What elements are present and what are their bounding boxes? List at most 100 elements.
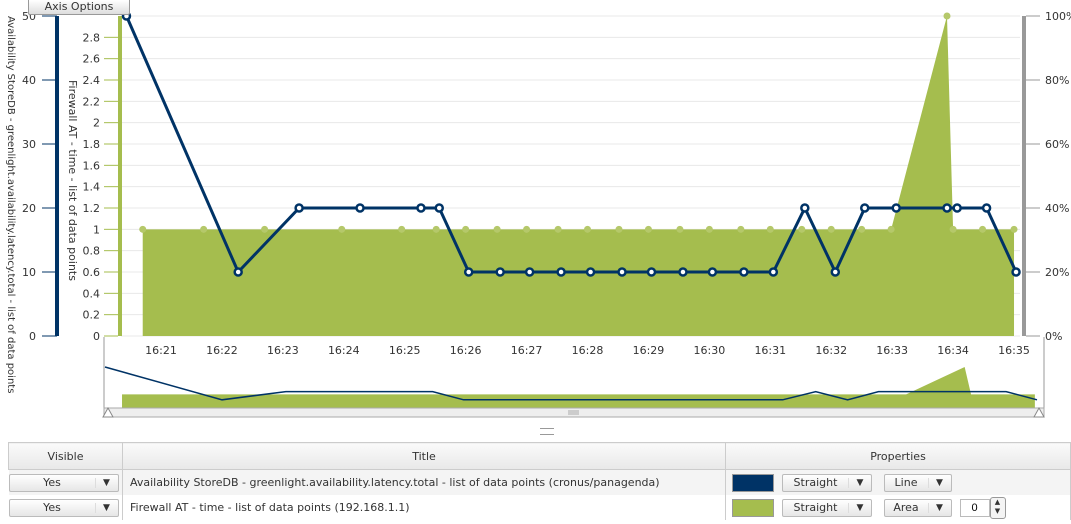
axis-tick-label: 0 <box>29 330 36 343</box>
area-point <box>261 225 269 233</box>
type-value: Line <box>894 476 918 489</box>
navigator-handle-left <box>102 406 114 418</box>
axis-tick-label: 30 <box>22 138 36 151</box>
axis-tick-label: 2.6 <box>83 53 101 66</box>
x-tick-label: 16:30 <box>694 344 726 357</box>
area-point <box>584 225 592 233</box>
axis-tick-label: 100% <box>1045 10 1071 23</box>
area-point <box>1010 225 1018 233</box>
x-tick-label: 16:35 <box>998 344 1030 357</box>
area-point <box>523 225 531 233</box>
axis-bar <box>1022 16 1026 336</box>
table-row: Yes ▼ Firewall AT - time - list of data p… <box>8 495 1071 520</box>
axis-tick-label: 1.2 <box>83 202 101 215</box>
chevron-down-icon: ▼ <box>94 502 118 513</box>
area-point <box>139 225 147 233</box>
area-point <box>398 225 406 233</box>
line-point <box>233 267 243 277</box>
axis-bar <box>55 16 59 336</box>
axis-tick-label: 0.8 <box>83 245 101 258</box>
line-point <box>952 203 962 213</box>
chevron-down-icon: ▼ <box>94 477 118 488</box>
curve-select[interactable]: Straight ▼ <box>782 498 872 517</box>
line-point <box>463 267 474 277</box>
area-point <box>827 225 835 233</box>
x-tick-label: 16:28 <box>572 344 604 357</box>
axis-tick-label: 2.4 <box>83 74 101 87</box>
type-value: Area <box>893 501 919 514</box>
axis-tick-label: 60% <box>1045 138 1069 151</box>
x-tick-label: 16:34 <box>937 344 969 357</box>
area-point <box>858 225 866 233</box>
line-point <box>556 267 566 277</box>
type-select[interactable]: Line ▼ <box>883 473 952 492</box>
axis-tick-label: 40% <box>1045 202 1069 215</box>
area-point <box>943 12 951 20</box>
chevron-down-icon: ▼ <box>848 477 871 488</box>
area-point <box>737 225 745 233</box>
x-tick-label: 16:33 <box>876 344 908 357</box>
line-point <box>678 267 688 277</box>
line-point <box>294 203 304 213</box>
x-tick-label: 16:25 <box>389 344 421 357</box>
area-point <box>798 225 806 233</box>
axis-tick-label: 0% <box>1045 330 1062 343</box>
chevron-down-icon: ▼ <box>848 502 871 513</box>
line-point <box>416 203 426 213</box>
color-picker[interactable] <box>732 473 774 492</box>
navigator-handle-right <box>1033 406 1045 418</box>
area-point <box>705 225 713 233</box>
line-point <box>768 267 779 277</box>
axis-tick-label: 2.2 <box>83 95 101 108</box>
offset-input[interactable] <box>959 498 990 517</box>
axis-tick-label: 1.4 <box>83 181 101 194</box>
axis-title: Availability StoreDB - greenlight.availa… <box>5 16 16 393</box>
spinner-icon[interactable]: ▲ ▼ <box>989 496 1006 519</box>
resize-handle[interactable] <box>540 428 554 435</box>
x-tick-label: 16:24 <box>328 344 360 357</box>
area-point <box>887 225 895 233</box>
area-series <box>142 16 1015 336</box>
visible-value: Yes <box>43 501 61 514</box>
area-point <box>644 225 652 233</box>
series-table: Visible Title Properties Yes ▼ Availabili… <box>8 442 1071 520</box>
x-tick-label: 16:23 <box>267 344 299 357</box>
column-header-title: Title <box>122 442 726 470</box>
axis-tick-label: 40 <box>22 74 36 87</box>
area-point <box>676 225 684 233</box>
axis-tick-label: 2 <box>93 117 100 130</box>
line-point <box>585 267 596 277</box>
chevron-down-icon: ▼ <box>927 502 951 513</box>
line-point <box>434 203 444 213</box>
table-row: Yes ▼ Availability StoreDB - greenlight.a… <box>8 469 1071 495</box>
axis-tick-label: 0 <box>93 330 100 343</box>
x-tick-label: 16:26 <box>450 344 482 357</box>
axis-title: Firewall AT - time - list of data points <box>66 80 79 281</box>
visible-select[interactable]: Yes ▼ <box>8 498 119 517</box>
axis-bar <box>118 16 122 336</box>
line-point <box>942 203 952 213</box>
area-point <box>493 225 501 233</box>
line-point <box>495 267 505 277</box>
navigator-line <box>104 366 1038 401</box>
line-point <box>981 203 992 213</box>
axis-tick-label: 1.8 <box>83 138 101 151</box>
area-point <box>200 225 208 233</box>
x-tick-label: 16:22 <box>206 344 238 357</box>
curve-select[interactable]: Straight ▼ <box>782 473 872 492</box>
color-picker[interactable] <box>732 498 774 517</box>
axis-options-button[interactable]: Axis Options <box>28 0 130 15</box>
type-select[interactable]: Area ▼ <box>883 498 952 517</box>
column-header-properties: Properties <box>725 442 1071 470</box>
axis-tick-label: 0.2 <box>83 309 101 322</box>
area-point <box>462 225 470 233</box>
visible-select[interactable]: Yes ▼ <box>8 473 119 492</box>
line-point <box>355 203 365 213</box>
line-point <box>800 203 810 213</box>
curve-value: Straight <box>793 476 838 489</box>
line-point <box>646 267 657 277</box>
series-title: Availability StoreDB - greenlight.availa… <box>122 469 726 495</box>
area-point <box>432 225 440 233</box>
axis-tick-label: 0.4 <box>83 287 101 300</box>
